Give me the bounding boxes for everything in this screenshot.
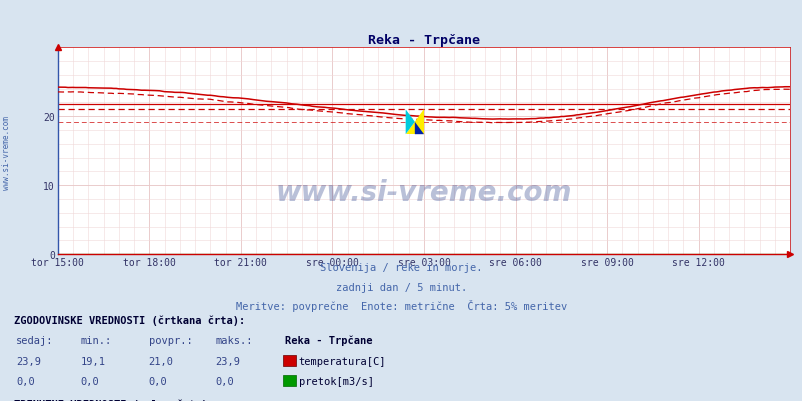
Text: 19,1: 19,1 [80,356,105,366]
Text: temperatura[C]: temperatura[C] [298,356,386,366]
Text: povpr.:: povpr.: [148,335,192,345]
Text: 0,0: 0,0 [16,376,34,386]
Text: 0,0: 0,0 [148,376,167,386]
Polygon shape [405,110,415,135]
Text: 23,9: 23,9 [215,356,240,366]
Text: pretok[m3/s]: pretok[m3/s] [298,376,373,386]
Text: min.:: min.: [80,335,111,345]
Text: 0,0: 0,0 [80,376,99,386]
Text: 23,9: 23,9 [16,356,41,366]
Polygon shape [415,122,423,135]
Text: ZGODOVINSKE VREDNOSTI (črtkana črta):: ZGODOVINSKE VREDNOSTI (črtkana črta): [14,314,245,325]
Text: Meritve: povprečne  Enote: metrične  Črta: 5% meritev: Meritve: povprečne Enote: metrične Črta:… [236,299,566,311]
Text: zadnji dan / 5 minut.: zadnji dan / 5 minut. [335,282,467,292]
Text: Reka - Trpčane: Reka - Trpčane [285,334,372,345]
Text: www.si-vreme.com: www.si-vreme.com [275,179,572,207]
Text: Slovenija / reke in morje.: Slovenija / reke in morje. [320,263,482,273]
Text: 21,0: 21,0 [148,356,173,366]
Text: 0,0: 0,0 [215,376,233,386]
Text: sedaj:: sedaj: [16,335,54,345]
Text: www.si-vreme.com: www.si-vreme.com [2,115,11,189]
Polygon shape [405,110,423,135]
Text: maks.:: maks.: [215,335,253,345]
Title: Reka - Trpčane: Reka - Trpčane [367,34,480,47]
Text: TRENUTNE VREDNOSTI (polna črta):: TRENUTNE VREDNOSTI (polna črta): [14,398,214,401]
